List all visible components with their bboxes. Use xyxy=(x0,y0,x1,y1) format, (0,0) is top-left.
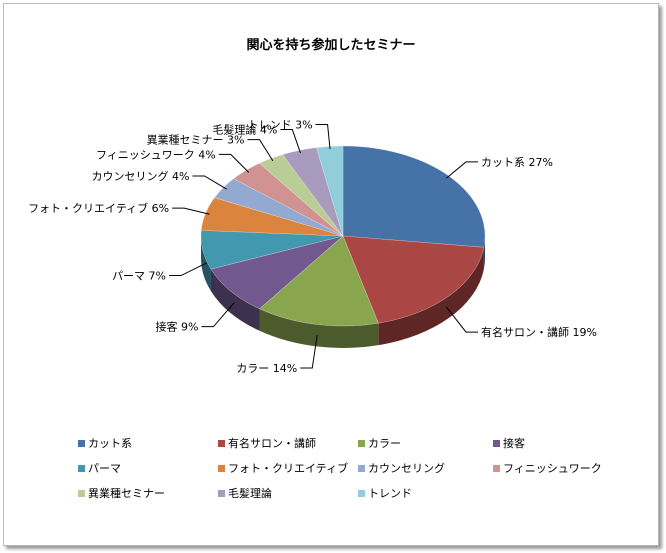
legend-item: 毛髪理論 xyxy=(218,485,272,501)
legend-label: カット系 xyxy=(88,437,132,450)
pie-slices xyxy=(200,145,486,327)
legend-label: 異業種セミナー xyxy=(88,487,165,500)
leader-line-10 xyxy=(315,123,331,150)
legend-swatch xyxy=(218,489,225,497)
leader-line-9 xyxy=(280,128,301,154)
legend-item: トレンド xyxy=(358,485,412,501)
legend-label: パーマ xyxy=(88,462,121,475)
legend-label: 接客 xyxy=(503,437,525,450)
legend-item: カウンセリング xyxy=(358,460,445,476)
legend-item: フィニッシュワーク xyxy=(493,460,602,476)
pie-slice-1[interactable] xyxy=(342,235,485,324)
legend-swatch xyxy=(358,439,365,447)
pie-slice-7[interactable] xyxy=(233,162,344,237)
legend-label: カウンセリング xyxy=(368,462,445,475)
data-label-0: カット系 27% xyxy=(481,156,553,169)
legend-swatch xyxy=(493,439,500,447)
leader-line-3 xyxy=(201,302,235,328)
leader-line-2 xyxy=(300,334,318,369)
leader-line-5 xyxy=(172,207,210,215)
legend-swatch xyxy=(493,464,500,472)
legend-item: フォト・クリエイティブ xyxy=(218,460,348,476)
pie-slice-6[interactable] xyxy=(214,178,344,237)
legend-item: 接客 xyxy=(493,435,525,451)
pie-side-0 xyxy=(483,236,485,270)
pie-slice-3[interactable] xyxy=(210,235,344,310)
legend-label: トレンド xyxy=(368,487,412,500)
data-label-10: トレンド 3% xyxy=(248,118,313,131)
legend-item: 異業種セミナー xyxy=(78,485,165,501)
data-label-4: パーマ 7% xyxy=(112,270,166,283)
legend-label: フィニッシュワーク xyxy=(503,462,602,475)
data-label-9: 毛髪理論 4% xyxy=(212,122,277,136)
leader-line-0 xyxy=(446,161,479,179)
leader-line-4 xyxy=(169,262,208,277)
legend-item: パーマ xyxy=(78,460,121,476)
data-label-8: 異業種セミナー 3% xyxy=(147,133,245,147)
legend-swatch xyxy=(218,439,225,447)
data-label-2: カラー 14% xyxy=(236,362,297,375)
leader-line-1 xyxy=(445,306,479,333)
legend-label: カラー xyxy=(368,437,401,450)
data-labels: カット系 27% 有名サロン・講師 19% カラー 14% 接客 9% パーマ 7% フォ… xyxy=(28,118,597,375)
data-label-6: カウンセリング 4% xyxy=(92,169,190,183)
legend-swatch xyxy=(78,464,85,472)
legend-label: 毛髪理論 xyxy=(228,487,272,500)
data-label-5: フォト・クリエイティブ 6% xyxy=(28,201,169,215)
chart-title: 関心を持ち参加したセミナー xyxy=(246,38,416,53)
leader-line-6 xyxy=(192,175,227,190)
legend-label: フォト・クリエイティブ xyxy=(228,462,349,475)
legend-swatch xyxy=(218,464,225,472)
pie-slice-2[interactable] xyxy=(258,235,379,327)
legend-item: 有名サロン・講師 xyxy=(218,435,316,451)
data-label-1: 有名サロン・講師 19% xyxy=(481,325,597,339)
legend-item: カット系 xyxy=(78,435,132,451)
legend-item: カラー xyxy=(358,435,401,451)
leader-line-8 xyxy=(247,139,274,162)
legend-swatch xyxy=(78,489,85,497)
legend-swatch xyxy=(358,489,365,497)
pie-side-1 xyxy=(378,247,484,346)
pie-slice-8[interactable] xyxy=(258,154,344,237)
legend-swatch xyxy=(358,464,365,472)
legend-label: 有名サロン・講師 xyxy=(228,437,316,450)
leader-line-7 xyxy=(218,153,250,173)
pie-slice-0[interactable] xyxy=(342,145,486,248)
pie-slice-4[interactable] xyxy=(200,230,344,270)
data-label-3: 接客 9% xyxy=(155,320,198,334)
pie-side-3 xyxy=(210,269,260,331)
data-label-7: フィニッシュワーク 4% xyxy=(96,148,216,161)
pie-side-2 xyxy=(259,308,379,348)
legend-swatch xyxy=(78,439,85,447)
